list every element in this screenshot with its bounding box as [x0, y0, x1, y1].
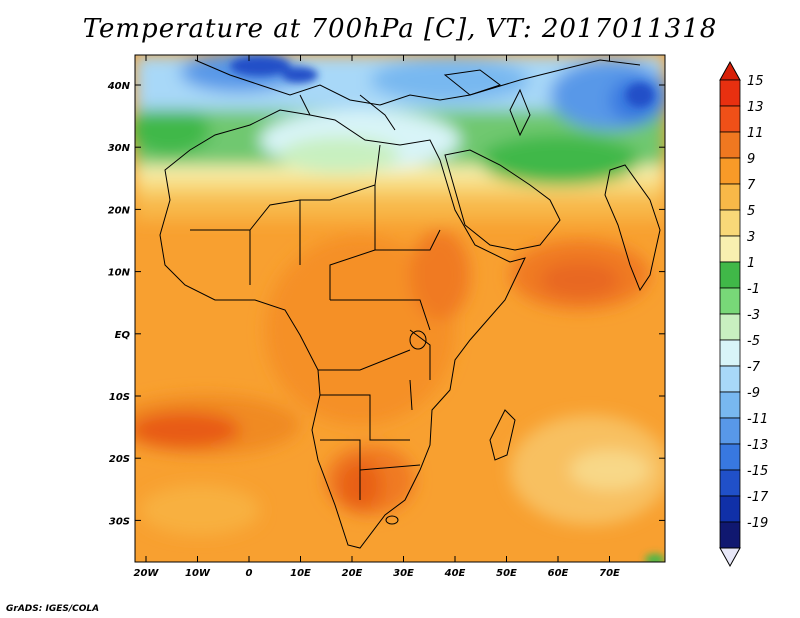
colorbar-segment	[719, 183, 741, 211]
lon-label: 60E	[548, 568, 569, 579]
colorbar-label: -17	[747, 490, 769, 505]
colorbar-segment	[719, 521, 741, 549]
coastlines	[159, 59, 661, 549]
colorbar-segment	[719, 131, 741, 159]
colorbar-label: -3	[747, 308, 760, 323]
colorbar-label: -9	[747, 386, 760, 401]
temperature-field	[135, 55, 665, 562]
lat-label: 10S	[109, 392, 130, 403]
colorbar-segment	[719, 209, 741, 237]
colorbar-segment	[719, 417, 741, 445]
colorbar-label: 9	[747, 152, 755, 167]
colorbar-segment	[719, 287, 741, 315]
colorbar-label: -19	[747, 516, 768, 531]
colorbar-segment	[719, 79, 741, 107]
colorbar-label: -13	[747, 438, 768, 453]
lon-label: 20E	[342, 568, 363, 579]
colorbar-segment	[719, 339, 741, 367]
colorbar-label: -1	[747, 282, 760, 297]
lon-label: 70E	[599, 568, 620, 579]
longitude-axis: 20W 10W 0 10E 20E 30E 40E 50E 60E 70E	[134, 55, 620, 579]
colorbar-segment	[719, 443, 741, 471]
colorbar-label: 3	[747, 230, 755, 245]
colorbar-label: -11	[747, 412, 768, 427]
lat-label: 40N	[107, 81, 131, 92]
chart-title: Temperature at 700hPa [C], VT: 201701131…	[82, 14, 718, 44]
latitude-axis: 40N 30N 20N 10N EQ 10S 20S 30S	[107, 81, 665, 527]
colorbar: 15 13 11 9 7 5 3 1 -1 -3 -5 -7 -9 -11 -13 -15 -17 -19	[719, 60, 769, 568]
colorbar-min-arrow	[719, 547, 741, 568]
lat-label: 20N	[108, 205, 131, 216]
lat-label: EQ	[115, 330, 131, 341]
colorbar-label: -15	[747, 464, 768, 479]
colorbar-segment	[719, 157, 741, 185]
colorbar-segment	[719, 261, 741, 289]
colorbar-label: 1	[747, 256, 755, 271]
lat-label: 10N	[108, 268, 131, 279]
lat-label: 20S	[109, 454, 130, 465]
lat-label: 30S	[109, 516, 130, 527]
colorbar-label: -7	[747, 360, 761, 375]
colorbar-segment	[719, 469, 741, 497]
lon-label: 40E	[444, 568, 466, 579]
lon-label: 10W	[185, 568, 211, 579]
colorbar-label: 11	[747, 126, 764, 141]
credit-label: GrADS: IGES/COLA	[6, 604, 100, 614]
lon-label: 30E	[393, 568, 414, 579]
lon-label: 20W	[134, 568, 160, 579]
colorbar-max-arrow	[719, 60, 741, 81]
colorbar-label: 7	[747, 178, 756, 193]
lon-label: 10E	[290, 568, 311, 579]
colorbar-segment	[719, 495, 741, 523]
lon-label: 0	[246, 568, 253, 579]
lat-label: 30N	[108, 143, 131, 154]
colorbar-label: 5	[747, 204, 755, 219]
colorbar-label: 13	[747, 100, 764, 115]
colorbar-segment	[719, 365, 741, 393]
colorbar-segment	[719, 235, 741, 263]
lon-label: 50E	[496, 568, 517, 579]
colorbar-segment	[719, 313, 741, 341]
colorbar-label: 15	[747, 74, 764, 89]
colorbar-segment	[719, 391, 741, 419]
colorbar-segment	[719, 105, 741, 133]
colorbar-label: -5	[747, 334, 760, 349]
